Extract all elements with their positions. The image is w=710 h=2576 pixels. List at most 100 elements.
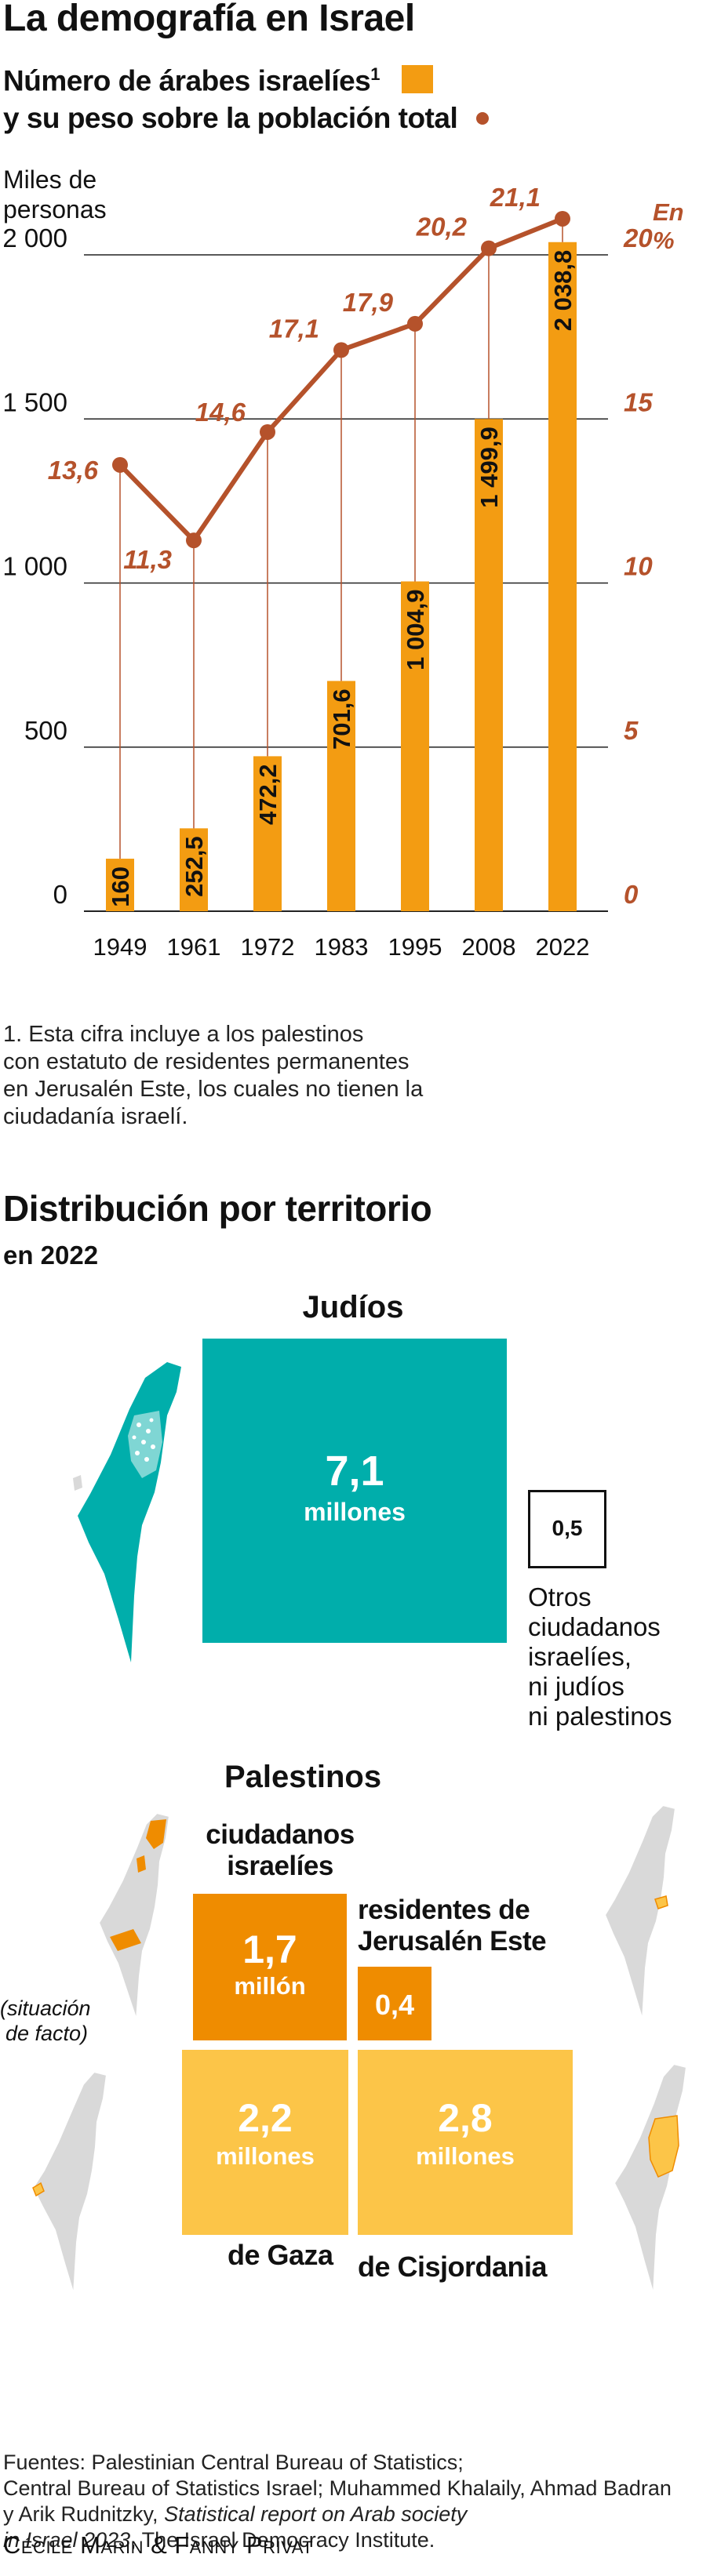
bar-value-label: 1 004,9	[402, 589, 429, 670]
y-tick-label-left: 1 000	[2, 552, 67, 581]
westbank-label: de Cisjordania	[358, 2251, 548, 2283]
legend-bar-swatch	[401, 65, 433, 94]
y-tick-label-right: 20	[623, 223, 653, 253]
others-value: 0,5	[552, 1516, 583, 1540]
map-citizens	[97, 1811, 171, 2021]
footnote-line: ciudadanía israelí.	[3, 1104, 188, 1129]
footnote-line: en Jerusalén Este, los cuales no tienen …	[3, 1077, 424, 1102]
y-axis-title-left: Miles de personas	[3, 165, 107, 224]
jerusalem-value: 0,4	[374, 1989, 415, 2021]
map-gaza	[31, 2070, 108, 2295]
gaza-value: 2,2	[238, 2096, 293, 2140]
bar	[401, 581, 429, 911]
de-facto-line: (situación	[0, 1996, 91, 2020]
others-label: Otros ciudadanos israelíes, ni judíos ni…	[528, 1582, 672, 1731]
citizens-unit: millón	[234, 1972, 306, 2000]
jews-square: 7,1 millones	[202, 1339, 507, 1643]
footnote-marker: 1	[370, 64, 380, 84]
sources-italic: Statistical report on Arab society	[164, 2502, 468, 2526]
bar	[548, 242, 577, 911]
others-label-line: ni palestinos	[528, 1702, 672, 1731]
line-value-label: 17,1	[269, 314, 319, 343]
bar-value-label: 252,5	[180, 836, 208, 897]
y-axis-title-line2: personas	[3, 195, 107, 223]
bar	[253, 756, 282, 911]
bar-value-label: 701,6	[328, 689, 355, 750]
line-point	[333, 342, 349, 358]
jews-heading: Judíos	[302, 1290, 404, 1324]
y-tick-label-left: 0	[53, 880, 67, 909]
jerusalem-square: 0,4	[358, 1967, 431, 2040]
bar	[327, 681, 355, 911]
palestinians-heading: Palestinos	[224, 1760, 382, 1794]
x-tick-label: 1949	[93, 933, 147, 961]
sources-italic: in Israel 2023	[3, 2528, 131, 2552]
citizens-label: ciudadanos israelíes	[193, 1819, 367, 1882]
jews-value: 7,1	[325, 1448, 384, 1495]
citizens-square: 1,7 millón	[193, 1894, 347, 2040]
jerusalem-label: residentes de Jerusalén Este	[358, 1895, 547, 1957]
westbank-value: 2,8	[438, 2096, 493, 2140]
jerusalem-label-line: residentes de	[358, 1895, 530, 1925]
legend-bars: Número de árabes israelíes1	[3, 64, 433, 97]
y-axis-title-right: En %	[653, 198, 684, 254]
x-tick-label: 1995	[388, 933, 442, 961]
chart: 0 500 1 000 1 500 2 000 0 5 10 15 20 1949 1961 1972 1…	[2, 183, 653, 961]
line-value-label: 20,2	[416, 213, 468, 242]
y-tick-label-right: 10	[624, 552, 653, 581]
de-facto-note: (situación de facto)	[0, 1996, 91, 2046]
page-title: La demografía en Israel	[3, 0, 415, 39]
others-label-line: ciudadanos	[528, 1612, 661, 1641]
line-point	[186, 532, 202, 549]
de-facto-line: de facto)	[5, 2022, 88, 2045]
y-tick-label-left: 500	[24, 716, 67, 745]
citizens-value: 1,7	[242, 1927, 297, 1971]
footnote: 1. Esta cifra incluye a los palestinos c…	[3, 1021, 423, 1131]
bar-value-label: 1 499,9	[475, 427, 503, 507]
map-jerusalem	[603, 1804, 677, 2021]
x-tick-label: 1983	[315, 933, 369, 961]
jews-unit: millones	[304, 1498, 406, 1526]
y-tick-label-left: 2 000	[2, 223, 67, 253]
sources-line: , The Israel Democracy Institute.	[130, 2528, 435, 2552]
sources-line: Central Bureau of Statistics Israel; Muh…	[3, 2476, 672, 2500]
x-tick-label: 2022	[536, 933, 590, 961]
bar	[106, 859, 134, 911]
sources-line: y Arik Rudnitzky,	[3, 2502, 158, 2526]
bar	[475, 419, 503, 911]
gaza-square: 2,2 millones	[182, 2050, 348, 2235]
legend-line: y su peso sobre la población total	[3, 102, 490, 135]
y-tick-label-right: 15	[624, 387, 653, 416]
line-point	[555, 210, 570, 227]
westbank-unit: millones	[416, 2142, 515, 2170]
line-point	[112, 456, 128, 473]
others-square: 0,5	[528, 1490, 606, 1568]
sources-line: Fuentes: Palestinian Central Bureau of S…	[3, 2451, 464, 2474]
line-point	[481, 240, 497, 256]
others-label-line: israelíes,	[528, 1642, 632, 1671]
bar	[180, 828, 208, 911]
x-tick-label: 1961	[167, 933, 221, 961]
gaza-unit: millones	[216, 2142, 315, 2170]
y-tick-label-right: 5	[624, 716, 639, 745]
line-value-label: 14,6	[195, 398, 246, 427]
line-value-label: 21,1	[490, 183, 541, 212]
map-westbank	[613, 2062, 688, 2295]
legend-dot-swatch	[476, 112, 490, 125]
line-point	[407, 315, 423, 332]
bar-value-label: 160	[107, 867, 134, 907]
bar-value-label: 2 038,8	[549, 250, 577, 331]
chart-title: Número de árabes israelíes	[3, 64, 371, 97]
footnote-line: 1. Esta cifra incluye a los palestinos	[3, 1022, 364, 1047]
footnote-line: con estatuto de residentes permanentes	[3, 1049, 410, 1074]
line-point	[260, 423, 275, 440]
jerusalem-label-line: Jerusalén Este	[358, 1926, 547, 1957]
line-value-label: 17,9	[343, 288, 394, 317]
sources: Fuentes: Palestinian Central Bureau of S…	[3, 2450, 672, 2553]
line-value-label: 13,6	[48, 456, 99, 485]
credits: Cécile Marin & Fanny Privat	[3, 2531, 314, 2559]
x-tick-label: 2008	[462, 933, 516, 961]
others-label-line: ni judíos	[528, 1672, 624, 1701]
chart-subtitle: y su peso sobre la población total	[3, 102, 458, 134]
bar-value-label: 472,2	[254, 764, 282, 825]
